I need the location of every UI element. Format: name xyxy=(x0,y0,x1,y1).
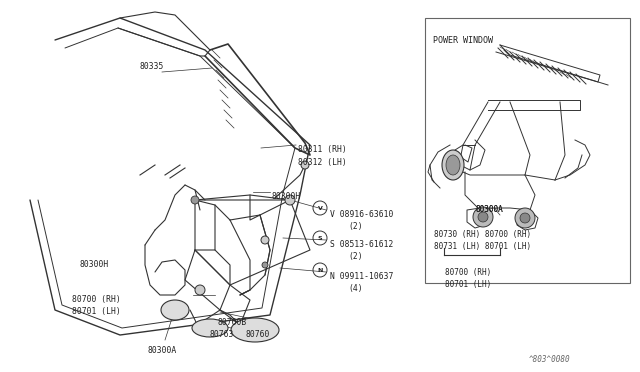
Circle shape xyxy=(520,213,530,223)
Text: S 08513-61612: S 08513-61612 xyxy=(330,240,394,249)
Text: 80311 (RH): 80311 (RH) xyxy=(298,145,347,154)
Text: V: V xyxy=(317,205,323,211)
Text: S: S xyxy=(317,235,323,241)
Circle shape xyxy=(478,212,488,222)
Circle shape xyxy=(261,236,269,244)
Text: 80300A: 80300A xyxy=(475,205,503,214)
Text: 80760B: 80760B xyxy=(218,318,247,327)
Text: 80300H: 80300H xyxy=(80,260,109,269)
Text: (2): (2) xyxy=(348,222,363,231)
Text: (2): (2) xyxy=(348,252,363,261)
Ellipse shape xyxy=(442,150,464,180)
Text: 80730 (RH) 80700 (RH): 80730 (RH) 80700 (RH) xyxy=(434,230,531,239)
Text: 80300A: 80300A xyxy=(476,205,504,214)
Ellipse shape xyxy=(192,319,228,337)
Circle shape xyxy=(301,161,309,169)
Text: N 09911-10637: N 09911-10637 xyxy=(330,272,394,281)
Text: 80701 (LH): 80701 (LH) xyxy=(445,280,491,289)
Circle shape xyxy=(191,196,199,204)
Text: 80700 (RH): 80700 (RH) xyxy=(445,268,491,277)
Ellipse shape xyxy=(161,300,189,320)
Text: 80335: 80335 xyxy=(140,62,164,71)
Ellipse shape xyxy=(446,155,460,175)
Text: 80700 (RH): 80700 (RH) xyxy=(72,295,121,304)
Text: ^803^0080: ^803^0080 xyxy=(529,355,570,364)
Text: 80300H: 80300H xyxy=(272,192,301,201)
Text: 80701 (LH): 80701 (LH) xyxy=(72,307,121,316)
Text: V 08916-63610: V 08916-63610 xyxy=(330,210,394,219)
Circle shape xyxy=(285,195,295,205)
Text: (4): (4) xyxy=(348,284,363,293)
Text: 80731 (LH) 80701 (LH): 80731 (LH) 80701 (LH) xyxy=(434,242,531,251)
Circle shape xyxy=(195,285,205,295)
Circle shape xyxy=(515,208,535,228)
Text: 80300A: 80300A xyxy=(148,346,177,355)
Ellipse shape xyxy=(231,318,279,342)
Text: 80763: 80763 xyxy=(210,330,234,339)
Text: 80760: 80760 xyxy=(245,330,269,339)
Text: POWER WINDOW: POWER WINDOW xyxy=(433,36,493,45)
Circle shape xyxy=(473,207,493,227)
Circle shape xyxy=(262,262,268,268)
Text: 80312 (LH): 80312 (LH) xyxy=(298,158,347,167)
Bar xyxy=(425,18,630,283)
Text: N: N xyxy=(317,267,323,273)
